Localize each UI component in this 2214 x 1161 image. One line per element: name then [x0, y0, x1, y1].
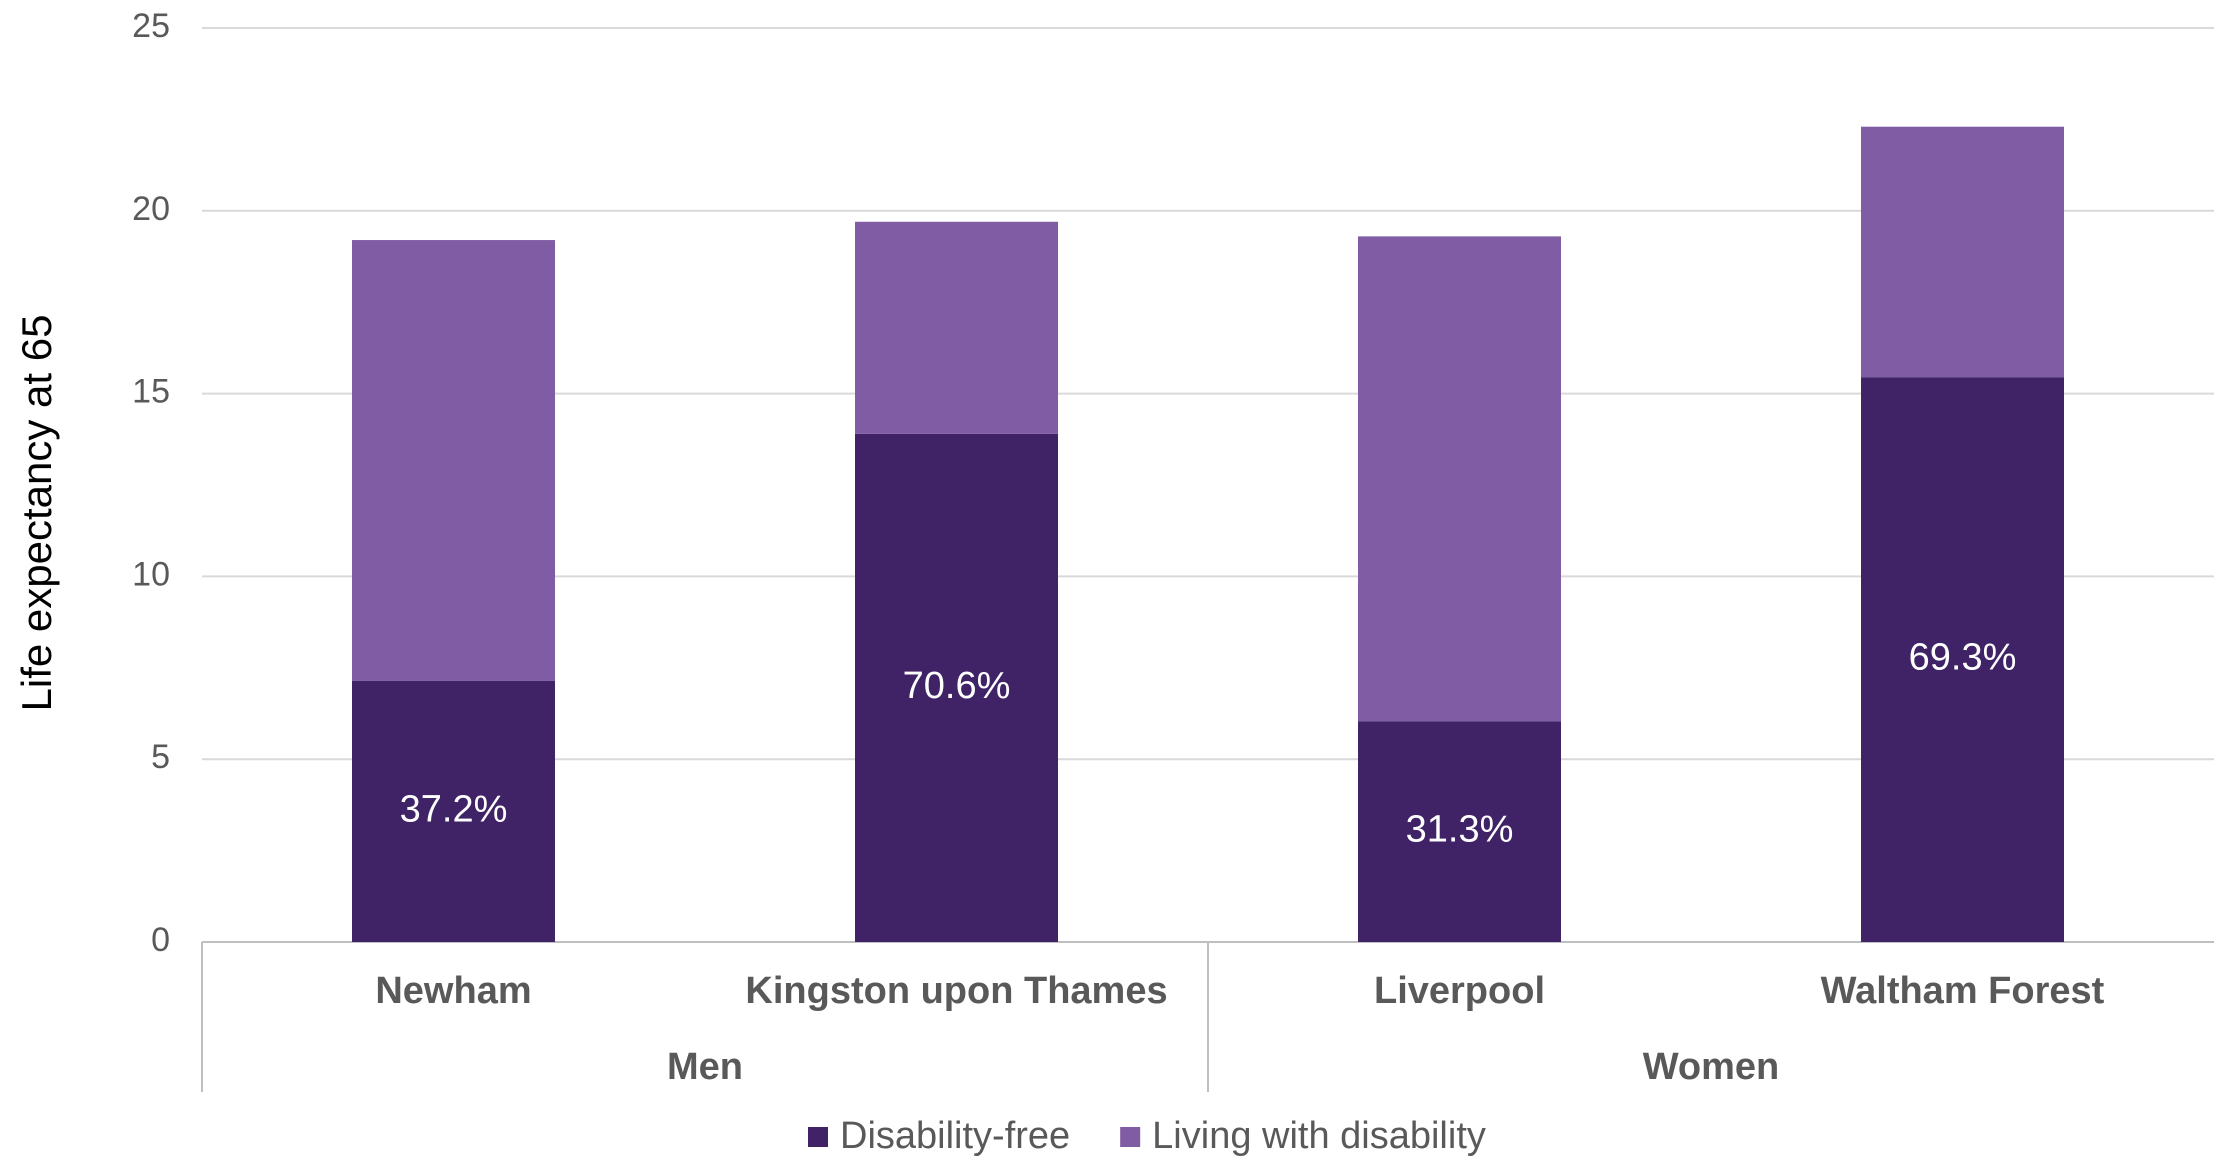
group-label: Women — [1643, 1046, 1780, 1088]
bar-segment — [1358, 721, 1561, 942]
y-tick-label: 10 — [132, 555, 170, 593]
x-tick-label: Liverpool — [1374, 970, 1545, 1012]
bar-segment — [1358, 236, 1561, 722]
bar-segment — [1861, 377, 2064, 942]
bar-segment — [1861, 126, 2064, 378]
bar-segment — [352, 240, 555, 681]
y-axis-title: Life expectancy at 65 — [13, 315, 60, 712]
data-label: 69.3% — [1909, 637, 2017, 679]
bar-segment — [855, 221, 1058, 434]
y-tick-label: 25 — [132, 7, 170, 45]
legend-swatch — [1120, 1127, 1141, 1147]
data-label: 37.2% — [400, 789, 508, 831]
legend-swatch — [808, 1127, 828, 1147]
y-tick-label: 15 — [132, 373, 170, 411]
bar-segment — [855, 433, 1058, 942]
y-tick-label: 20 — [132, 190, 170, 228]
x-tick-label: Waltham Forest — [1821, 970, 2105, 1012]
legend-label: Disability-free — [840, 1115, 1070, 1157]
legend-label: Living with disability — [1152, 1115, 1486, 1157]
bar-segment — [352, 680, 555, 942]
x-tick-label: Newham — [375, 970, 531, 1012]
group-label: Men — [667, 1046, 743, 1088]
y-tick-label: 5 — [151, 738, 170, 776]
x-tick-label: Kingston upon Thames — [745, 970, 1167, 1012]
data-label: 70.6% — [903, 665, 1011, 707]
data-label: 31.3% — [1406, 809, 1514, 851]
y-tick-label: 0 — [151, 921, 170, 959]
